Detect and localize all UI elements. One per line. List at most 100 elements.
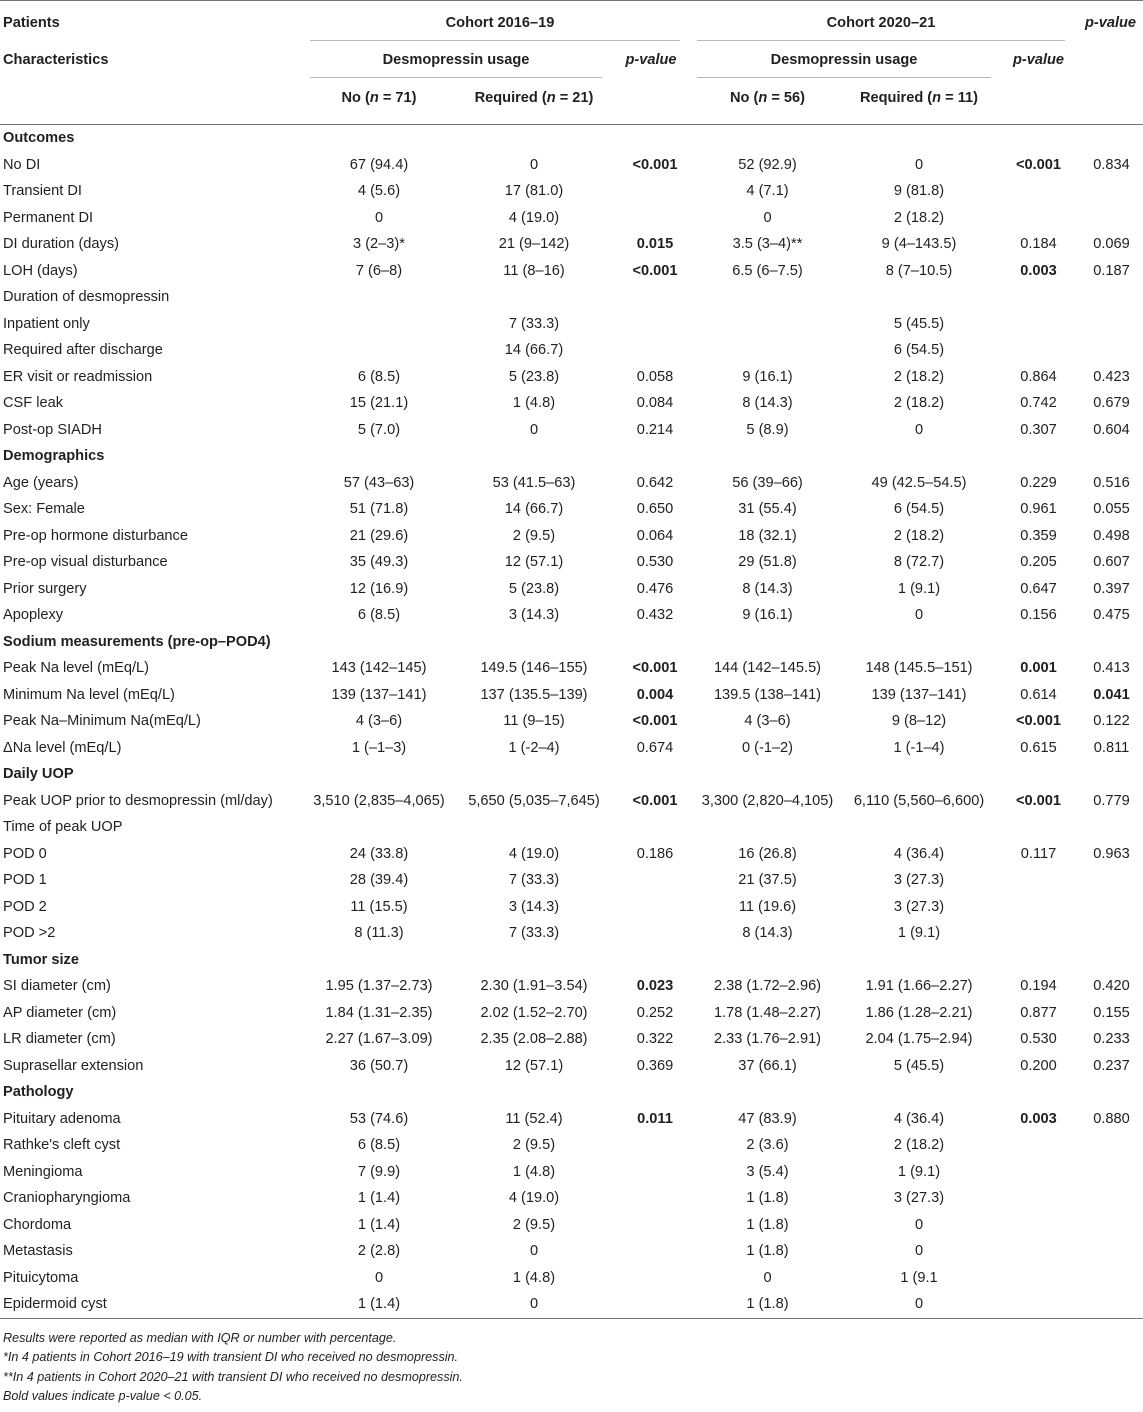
cohort-a-no-cell: 2.27 (1.67–3.09) xyxy=(325,1031,433,1048)
cohort-a-pvalue-cell: <0.001 xyxy=(632,262,678,279)
overall-pvalue-cell xyxy=(1080,443,1143,470)
cohort-b-no-cell: 9 (16.1) xyxy=(742,607,793,624)
overall-pvalue-cell: 0.423 xyxy=(1093,368,1130,385)
table-row: AP diameter (cm) 1.84 (1.31–2.35) 2.02 (1.… xyxy=(0,1000,1143,1027)
overall-pvalue-cell xyxy=(1080,920,1143,947)
cohort-b-no-cell xyxy=(694,443,841,470)
cohort-b-pvalue-cell xyxy=(997,1265,1080,1292)
cohort-a-no-cell: 6 (8.5) xyxy=(357,368,401,385)
cohort-b-no-cell: 8 (14.3) xyxy=(742,925,793,942)
cohort-a-pvalue-cell xyxy=(616,337,694,364)
cohort-a-no-cell: 0 xyxy=(374,1269,384,1286)
cohort-b-pvalue-cell xyxy=(997,1291,1080,1319)
row-label: Inpatient only xyxy=(3,315,90,332)
cohort-b-required-cell: 5 (45.5) xyxy=(893,315,945,332)
row-label: SI diameter (cm) xyxy=(3,978,111,995)
cohort-b-no-cell: 1.78 (1.48–2.27) xyxy=(713,1004,822,1021)
cohort-a-required-cell: 21 (9–142) xyxy=(498,236,570,253)
cohort-b-no-cell: 18 (32.1) xyxy=(738,527,797,544)
cohort-a-pvalue-cell xyxy=(616,284,694,311)
cohort-a-no-cell: 15 (21.1) xyxy=(349,395,409,412)
cohort-b-no-cell: 6.5 (6–7.5) xyxy=(732,262,803,279)
row-label: ER visit or readmission xyxy=(3,368,153,385)
cohort-b-required-cell: 1 (9.1) xyxy=(897,1163,941,1180)
cohort-b-required-cell: 0 xyxy=(914,421,924,438)
row-label: Outcomes xyxy=(3,130,75,147)
cohort-b-required-cell: 0 xyxy=(914,1216,924,1233)
cohort-b-no-cell: 47 (83.9) xyxy=(738,1110,797,1127)
overall-pvalue-cell: 0.397 xyxy=(1093,580,1130,597)
table-row: POD 1 28 (39.4) 7 (33.3) 21 (37.5) 3 (27.3) xyxy=(0,867,1143,894)
row-label: Pre-op hormone disturbance xyxy=(3,527,188,544)
cohort-b-pvalue-cell: 0.647 xyxy=(1020,580,1057,597)
cohort-a-pvalue-cell: 0.004 xyxy=(636,686,674,703)
cohort-a-no-cell xyxy=(306,1079,452,1106)
header-bottom-rule xyxy=(0,124,1143,125)
desmopressin-usage-header-b: Desmopressin usage xyxy=(770,52,918,68)
overall-pvalue-cell xyxy=(1080,1212,1143,1239)
cohort-b-no-cell xyxy=(694,284,841,311)
overall-pvalue-cell: 0.233 xyxy=(1093,1031,1130,1048)
cohort-a-required-cell xyxy=(452,1079,616,1106)
cohort-a-pvalue-cell xyxy=(616,1238,694,1265)
cohort-b-required-cell: 148 (145.5–151) xyxy=(865,660,973,677)
table-row: Minimum Na level (mEq/L) 139 (137–141) 137… xyxy=(0,682,1143,709)
cohort-b-pvalue-cell xyxy=(997,867,1080,894)
cohort-a-required-cell xyxy=(452,814,616,841)
cohort-b-no-cell: 3,300 (2,820–4,105) xyxy=(701,792,834,809)
overall-pvalue-cell: 0.187 xyxy=(1093,262,1130,279)
cohort-a-required-cell xyxy=(452,443,616,470)
cohort-b-no-cell xyxy=(694,947,841,974)
overall-pvalue-cell xyxy=(1080,1079,1143,1106)
cohort-b-no-cell: 4 (7.1) xyxy=(746,183,789,200)
overall-pvalue-cell: 0.516 xyxy=(1093,474,1130,491)
table-row: Chordoma 1 (1.4) 2 (9.5) 1 (1.8) 0 xyxy=(0,1212,1143,1239)
cohort-b-required-cell: 2 (18.2) xyxy=(893,209,945,226)
cohort-b-pvalue-cell xyxy=(997,761,1080,788)
cohort-a-no-cell: 6 (8.5) xyxy=(357,607,401,624)
cohort-b-no-cell: 16 (26.8) xyxy=(738,845,797,862)
cohort-b-no-cell: 1 (1.8) xyxy=(746,1190,789,1207)
cohort-b-pvalue-cell: 0.615 xyxy=(1020,739,1057,756)
overall-pvalue-cell xyxy=(1080,178,1143,205)
overall-pvalue-header: p-value xyxy=(1084,15,1137,31)
row-label: Craniopharyngioma xyxy=(3,1190,131,1207)
table-row: DI duration (days) 3 (2–3)* 21 (9–142) 0.01… xyxy=(0,231,1143,258)
cohort-2016-19-header: Cohort 2016–19 xyxy=(445,15,555,31)
cohort-b-required-cell xyxy=(841,761,997,788)
cohort-b-no-cell: 52 (92.9) xyxy=(738,156,797,173)
cohort-b-required-cell: 9 (4–143.5) xyxy=(881,236,957,253)
cohort-a-required-cell: 2 (9.5) xyxy=(512,1137,556,1154)
cohort-b-required-cell: 9 (81.8) xyxy=(893,183,945,200)
row-label: Suprasellar extension xyxy=(3,1057,144,1074)
cohort-b-required-cell: 2.04 (1.75–2.94) xyxy=(865,1031,973,1048)
cohort-a-pvalue-cell: 0.530 xyxy=(636,554,674,571)
row-label: POD >2 xyxy=(3,925,56,942)
cohort-b-required-cell: 2 (18.2) xyxy=(893,527,945,544)
cohort-b-required-cell: 1 (9.1) xyxy=(897,925,941,942)
required-header-a: Required (n = 21) xyxy=(474,90,594,106)
cohort-a-no-cell xyxy=(306,337,452,364)
footnotes: Results were reported as median with IQR… xyxy=(0,1319,1143,1407)
cohort-a-required-cell: 3 (14.3) xyxy=(508,898,560,915)
cohort-a-required-cell: 2.35 (2.08–2.88) xyxy=(480,1031,588,1048)
row-label: Chordoma xyxy=(3,1216,72,1233)
cohort-b-no-cell: 9 (16.1) xyxy=(742,368,793,385)
cohort-b-no-cell: 56 (39–66) xyxy=(732,474,803,491)
row-label: Tumor size xyxy=(3,951,79,968)
cohort-b-no-cell: 0 (-1–2) xyxy=(741,739,794,756)
table-row: LR diameter (cm) 2.27 (1.67–3.09) 2.35 (2.… xyxy=(0,1026,1143,1053)
cohort-a-pvalue-cell: <0.001 xyxy=(632,156,678,173)
table-row: Age (years) 57 (43–63) 53 (41.5–63) 0.642 56… xyxy=(0,470,1143,497)
cohort-b-no-cell: 8 (14.3) xyxy=(742,580,793,597)
footnote: Bold values indicate p-value < 0.05. xyxy=(3,1389,203,1403)
table-row: Meningioma 7 (9.9) 1 (4.8) 3 (5.4) 1 (9.1) xyxy=(0,1159,1143,1186)
row-label: AP diameter (cm) xyxy=(3,1004,117,1021)
row-label: LR diameter (cm) xyxy=(3,1031,116,1048)
overall-pvalue-cell xyxy=(1080,284,1143,311)
cohort-a-pvalue-cell xyxy=(616,761,694,788)
cohort-b-no-cell xyxy=(694,337,841,364)
cohort-b-pvalue-cell xyxy=(997,1212,1080,1239)
cohort-b-pvalue-cell: 0.194 xyxy=(1020,978,1057,995)
pvalue-header-b: p-value xyxy=(1012,52,1065,68)
